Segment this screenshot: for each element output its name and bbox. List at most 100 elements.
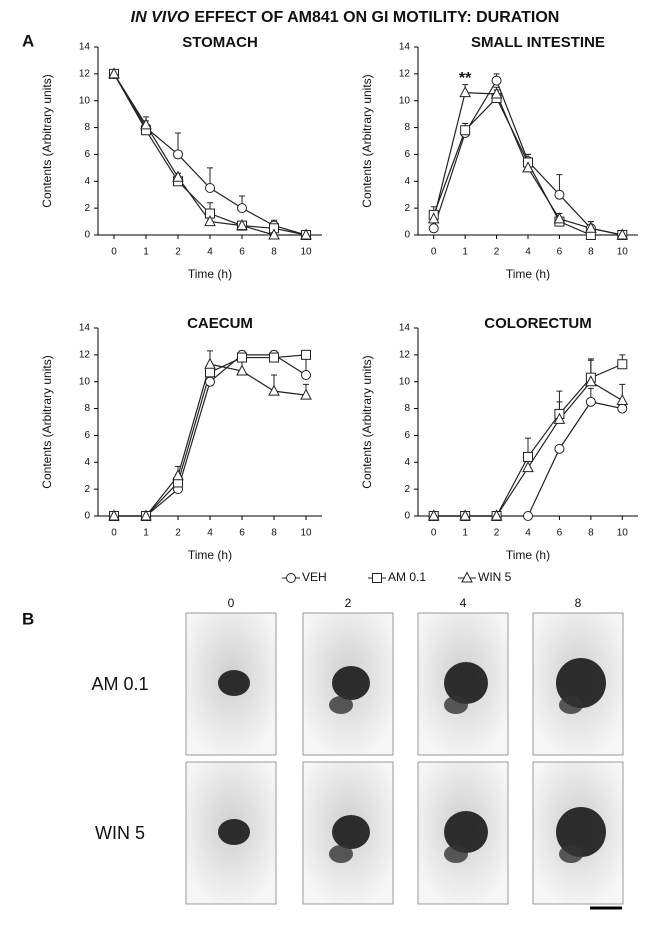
y-tick-label: 14 xyxy=(399,323,411,334)
x-tick-label: 8 xyxy=(588,528,594,539)
legend-label: AM 0.1 xyxy=(388,570,426,584)
marker-triangle xyxy=(108,67,120,79)
x-tick-label: 2 xyxy=(494,247,500,258)
marker-triangle xyxy=(461,571,473,583)
scan-blob xyxy=(332,666,370,700)
scan-blob xyxy=(444,811,488,853)
y-tick-label: 8 xyxy=(84,403,90,414)
marker-circle xyxy=(301,370,311,380)
x-tick-label: 1 xyxy=(462,247,468,258)
marker-triangle xyxy=(459,509,471,521)
title-rest: EFFECT OF AM841 ON GI MOTILITY: DURATION xyxy=(194,9,559,26)
x-tick-label: 2 xyxy=(175,247,181,258)
marker-square xyxy=(460,125,471,136)
x-tick-label: 2 xyxy=(175,528,181,539)
marker-circle xyxy=(554,443,565,454)
x-tick-label: 8 xyxy=(271,247,277,258)
x-tick-label: 4 xyxy=(525,528,531,539)
x-tick-label: 6 xyxy=(239,528,245,539)
y-tick-label: 12 xyxy=(399,349,411,360)
scan-blob xyxy=(218,670,250,696)
x-tick-label: 0 xyxy=(111,528,117,539)
marker-square xyxy=(237,352,247,363)
x-axis-label: Time (h) xyxy=(188,548,232,562)
scan-blob xyxy=(332,815,370,849)
row-label: WIN 5 xyxy=(95,823,145,843)
scan-blob xyxy=(556,658,606,708)
figure-title: IN VIVO EFFECT OF AM841 ON GI MOTILITY: D… xyxy=(131,9,560,26)
marker-triangle xyxy=(553,412,566,424)
chart-title: STOMACH xyxy=(182,34,258,51)
marker-circle xyxy=(205,376,215,387)
marker-triangle xyxy=(553,212,566,224)
y-tick-label: 14 xyxy=(79,323,91,334)
title-italic: IN VIVO xyxy=(131,9,190,26)
marker-square xyxy=(205,367,215,378)
marker-triangle xyxy=(140,118,152,130)
y-tick-label: 6 xyxy=(84,149,90,160)
scan-image xyxy=(185,761,277,905)
y-tick-label: 4 xyxy=(84,457,90,468)
marker-triangle xyxy=(204,357,216,369)
legend-label: VEH xyxy=(302,570,327,584)
x-tick-label: 10 xyxy=(300,247,312,258)
scan-blob xyxy=(218,819,250,845)
y-axis-label: Contents (Arbitrary units) xyxy=(40,74,54,207)
marker-triangle xyxy=(585,221,597,233)
y-tick-label: 2 xyxy=(84,484,90,495)
y-axis-label: Contents (Arbitrary units) xyxy=(360,355,374,488)
marker-circle xyxy=(286,573,296,583)
y-tick-label: 2 xyxy=(84,203,90,214)
x-tick-label: 8 xyxy=(588,247,594,258)
panel-label: B xyxy=(22,609,34,628)
scan-blob xyxy=(444,845,468,863)
marker-triangle xyxy=(172,469,184,481)
marker-triangle xyxy=(427,509,440,521)
y-tick-label: 12 xyxy=(399,68,411,79)
marker-triangle xyxy=(490,87,503,99)
marker-circle xyxy=(237,203,247,214)
scan-blob xyxy=(444,696,468,714)
x-tick-label: 0 xyxy=(111,247,117,258)
marker-triangle xyxy=(522,161,534,173)
scan-blob xyxy=(329,845,353,863)
x-tick-label: 4 xyxy=(207,528,213,539)
marker-triangle xyxy=(204,214,216,227)
marker-triangle xyxy=(427,212,440,224)
marker-triangle xyxy=(616,393,629,406)
marker-square xyxy=(372,573,382,583)
marker-triangle xyxy=(616,228,629,240)
y-tick-label: 4 xyxy=(404,457,410,468)
y-tick-label: 10 xyxy=(79,376,91,387)
y-tick-label: 14 xyxy=(399,42,411,53)
y-tick-label: 0 xyxy=(84,230,90,241)
x-axis-label: Time (h) xyxy=(188,267,232,281)
row-label: AM 0.1 xyxy=(91,674,148,694)
marker-triangle xyxy=(236,219,248,231)
y-tick-label: 4 xyxy=(84,176,90,187)
marker-triangle xyxy=(585,375,597,387)
y-tick-label: 12 xyxy=(79,68,91,79)
y-tick-label: 0 xyxy=(404,230,410,241)
marker-circle xyxy=(617,403,628,414)
x-axis-label: Time (h) xyxy=(506,267,550,281)
marker-triangle xyxy=(268,384,280,396)
column-label: 8 xyxy=(575,596,582,610)
marker-square xyxy=(617,359,628,370)
y-tick-label: 14 xyxy=(79,42,91,53)
marker-triangle xyxy=(490,509,503,521)
marker-triangle xyxy=(108,509,120,521)
marker-triangle xyxy=(300,388,312,400)
x-tick-label: 6 xyxy=(557,247,563,258)
x-tick-label: 1 xyxy=(143,247,149,258)
marker-circle xyxy=(205,183,215,193)
marker-circle xyxy=(173,149,183,160)
y-tick-label: 8 xyxy=(404,122,410,133)
y-tick-label: 10 xyxy=(399,376,411,387)
y-tick-label: 2 xyxy=(404,484,410,495)
x-tick-label: 8 xyxy=(271,528,277,539)
x-tick-label: 1 xyxy=(143,528,149,539)
y-tick-label: 2 xyxy=(404,203,410,214)
x-tick-label: 2 xyxy=(494,528,500,539)
